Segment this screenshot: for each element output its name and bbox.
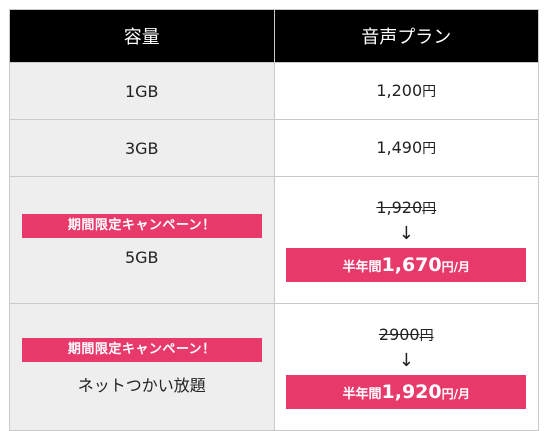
price-yen: 円: [422, 84, 437, 100]
capacity-cell: 期間限定キャンペーン！ 5GB: [9, 176, 275, 304]
price-cell: 2900円 ↓ 半年間1,920円/月: [273, 303, 539, 431]
campaign-price-badge: 半年間1,920円/月: [286, 375, 527, 409]
capacity-value: 3GB: [124, 138, 159, 158]
capacity-cell: 3GB: [9, 119, 275, 177]
old-price: 1,920円: [275, 198, 539, 218]
capacity-value: 1GB: [124, 81, 159, 101]
campaign-price-value: 1,920: [381, 381, 442, 403]
price-cell: 1,490円: [273, 119, 539, 177]
down-arrow-icon: ↓: [398, 223, 414, 244]
price-value: 1,490: [376, 138, 423, 157]
table-row: 期間限定キャンペーン！ ネットつかい放題 2900円 ↓ 半年間1,920円/月: [9, 303, 539, 431]
capacity-value: ネットつかい放題: [77, 376, 206, 395]
old-price: 2900円: [275, 325, 539, 345]
capacity-cell: 1GB: [9, 62, 275, 120]
campaign-price-value: 1,670: [381, 254, 442, 276]
old-price-yen: 円: [422, 201, 437, 217]
price-yen: 円: [422, 141, 437, 157]
table-row: 3GB 1,490円: [9, 119, 539, 177]
campaign-price-badge: 半年間1,670円/月: [286, 248, 527, 282]
price-cell: 1,200円: [273, 62, 539, 120]
campaign-price-unit: 円/月: [441, 260, 470, 274]
campaign-price-label: 半年間: [342, 260, 382, 275]
capacity-value: 5GB: [124, 247, 159, 267]
down-arrow-icon: ↓: [398, 350, 414, 371]
campaign-price-unit: 円/月: [441, 387, 470, 401]
table-row: 期間限定キャンペーン！ 5GB 1,920円 ↓ 半年間1,670円/月: [9, 176, 539, 304]
campaign-price-label: 半年間: [342, 387, 382, 402]
price-value: 1,200: [376, 81, 423, 100]
old-price-value: 1,920: [376, 198, 423, 217]
header-capacity: 容量: [9, 9, 275, 63]
table-row: 1GB 1,200円: [9, 62, 539, 120]
header-voice-plan: 音声プラン: [273, 9, 539, 63]
campaign-badge: 期間限定キャンペーン！: [21, 213, 262, 238]
price-cell: 1,920円 ↓ 半年間1,670円/月: [273, 176, 539, 304]
old-price-value: 2900: [378, 325, 420, 344]
old-price-yen: 円: [419, 328, 434, 344]
plan-price-table: 容量 音声プラン 1GB 1,200円 3GB 1,490円 期間限定キャンペー…: [9, 9, 539, 431]
campaign-badge: 期間限定キャンペーン！: [21, 338, 262, 362]
table-header-row: 容量 音声プラン: [9, 9, 539, 63]
capacity-cell: 期間限定キャンペーン！ ネットつかい放題: [9, 303, 275, 431]
